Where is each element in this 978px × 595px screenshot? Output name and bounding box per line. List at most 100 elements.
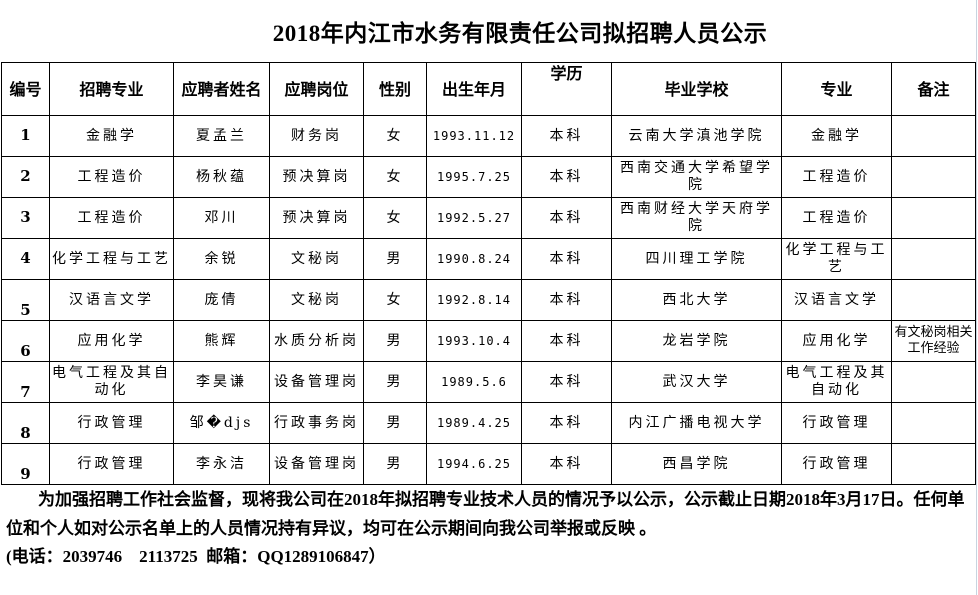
header-school: 毕业学校 — [611, 62, 782, 116]
table-row: 9 行政管理 李永洁 设备管理岗男 1994.6.25 本科 西昌学院 行政管理 — [1, 443, 976, 485]
cell-school: 内江广播电视大学 — [611, 402, 782, 444]
contact-info: (电话：2039746 2113725 邮箱：QQ1289106847） — [6, 547, 386, 566]
cell-spec: 工程造价 — [781, 197, 892, 239]
cell-birth: 1993.11.12 — [426, 115, 522, 157]
cell-name: 李永洁 — [173, 443, 270, 485]
cell-birth: 1993.10.4 — [426, 320, 522, 362]
header-post: 应聘岗位 — [269, 62, 364, 116]
cell-no: 9 — [1, 443, 50, 485]
cell-note: 有文秘岗相关工作经验 — [891, 320, 976, 362]
header-gender: 性别 — [363, 62, 427, 116]
table-header-row: 编号 招聘专业 应聘者姓名 应聘岗位 性别 出生年月 学历 毕业学校 专业 备注 — [1, 62, 976, 116]
cell-edu: 本科 — [521, 115, 612, 157]
cell-edu: 本科 — [521, 279, 612, 321]
cell-name: 庞倩 — [173, 279, 270, 321]
cell-school: 武汉大学 — [611, 361, 782, 403]
cell-note — [891, 115, 976, 157]
window-edge — [976, 0, 977, 595]
header-name: 应聘者姓名 — [173, 62, 270, 116]
cell-name: 余锐 — [173, 238, 270, 280]
notice-footer: 为加强招聘工作社会监督，现将我公司在2018年拟招聘专业技术人员的情况予以公示，… — [6, 486, 974, 572]
cell-school: 西南财经大学天府学院 — [611, 197, 782, 239]
cell-major: 行政管理 — [49, 443, 174, 485]
cell-major: 汉语言文学 — [49, 279, 174, 321]
cell-name: 夏孟兰 — [173, 115, 270, 157]
cell-birth: 1992.8.14 — [426, 279, 522, 321]
table-body: 1 金融学 夏孟兰 财务岗女 1993.11.12 本科 云南大学滇池学院 金融学 2 工程造价杨… — [1, 115, 976, 485]
cell-post: 设备管理岗 — [269, 361, 364, 403]
cell-note — [891, 443, 976, 485]
cell-school: 西南交通大学希望学院 — [611, 156, 782, 198]
cell-name: 杨秋蕴 — [173, 156, 270, 198]
candidates-table: 编号 招聘专业 应聘者姓名 应聘岗位 性别 出生年月 学历 毕业学校 专业 备注… — [1, 62, 976, 485]
cell-birth: 1994.6.25 — [426, 443, 522, 485]
cell-spec: 工程造价 — [781, 156, 892, 198]
cell-gender: 男 — [363, 402, 427, 444]
cell-major: 工程造价 — [49, 197, 174, 239]
cell-no: 4 — [1, 238, 50, 280]
cell-no: 8 — [1, 402, 50, 444]
cell-birth: 1995.7.25 — [426, 156, 522, 198]
header-education: 学历 — [521, 62, 612, 116]
cell-edu: 本科 — [521, 238, 612, 280]
notice-paragraph: 为加强招聘工作社会监督，现将我公司在2018年拟招聘专业技术人员的情况予以公示，… — [6, 490, 965, 538]
header-birth: 出生年月 — [426, 62, 522, 116]
header-specialty: 专业 — [781, 62, 892, 116]
cell-post: 水质分析岗 — [269, 320, 364, 362]
page-title: 2018年内江市水务有限责任公司拟招聘人员公示 — [272, 21, 768, 46]
cell-spec: 行政管理 — [781, 443, 892, 485]
table-row: 8 行政管理 邹�djs 行政事务岗男 1989.4.25 本科 内江广播电视大学 行政管理 — [1, 402, 976, 444]
cell-school: 西昌学院 — [611, 443, 782, 485]
cell-spec: 化学工程与工艺 — [781, 238, 892, 280]
cell-post: 行政事务岗 — [269, 402, 364, 444]
cell-edu: 本科 — [521, 361, 612, 403]
cell-gender: 女 — [363, 115, 427, 157]
table-row: 2 工程造价 杨秋蕴 预决算岗女 1995.7.25 本科 西南交通大学希望学院 工程造价 — [1, 156, 976, 198]
cell-major: 化学工程与工艺 — [49, 238, 174, 280]
cell-gender: 男 — [363, 361, 427, 403]
cell-no: 6 — [1, 320, 50, 362]
cell-major: 行政管理 — [49, 402, 174, 444]
cell-note — [891, 361, 976, 403]
cell-post: 预决算岗 — [269, 197, 364, 239]
table-row: 7 电气工程及其自动化 李昊谦 设备管理岗男 1989.5.6 本科 武汉大学 电气工程及其自… — [1, 361, 976, 403]
cell-post: 设备管理岗 — [269, 443, 364, 485]
cell-edu: 本科 — [521, 402, 612, 444]
header-no: 编号 — [1, 62, 50, 116]
cell-major: 电气工程及其自动化 — [49, 361, 174, 403]
cell-gender: 女 — [363, 279, 427, 321]
cell-gender: 女 — [363, 156, 427, 198]
table-row: 5 汉语言文学 庞倩 文秘岗女 1992.8.14 本科 西北大学 汉语言文学 — [1, 279, 976, 321]
cell-note — [891, 279, 976, 321]
cell-no: 3 — [1, 197, 50, 239]
cell-school: 四川理工学院 — [611, 238, 782, 280]
cell-name: 熊辉 — [173, 320, 270, 362]
cell-edu: 本科 — [521, 156, 612, 198]
cell-gender: 男 — [363, 443, 427, 485]
cell-note — [891, 197, 976, 239]
cell-birth: 1992.5.27 — [426, 197, 522, 239]
cell-note — [891, 238, 976, 280]
table-row: 6 应用化学 熊辉 水质分析岗男 1993.10.4 本科 龙岩学院 应用化学 有文秘岗相关工作… — [1, 320, 976, 362]
cell-school: 云南大学滇池学院 — [611, 115, 782, 157]
cell-major: 金融学 — [49, 115, 174, 157]
cell-no: 7 — [1, 361, 50, 403]
table-row: 4 化学工程与工艺 余锐 文秘岗男 1990.8.24 本科 四川理工学院 化学工程与工艺 — [1, 238, 976, 280]
table-row: 3 工程造价 邓川 预决算岗女 1992.5.27 本科 西南财经大学天府学院 工程造价 — [1, 197, 976, 239]
cell-spec: 金融学 — [781, 115, 892, 157]
cell-school: 西北大学 — [611, 279, 782, 321]
cell-note — [891, 156, 976, 198]
cell-no: 2 — [1, 156, 50, 198]
cell-spec: 汉语言文学 — [781, 279, 892, 321]
header-major: 招聘专业 — [49, 62, 174, 116]
cell-gender: 男 — [363, 320, 427, 362]
cell-post: 财务岗 — [269, 115, 364, 157]
cell-spec: 应用化学 — [781, 320, 892, 362]
cell-birth: 1990.8.24 — [426, 238, 522, 280]
cell-no: 1 — [1, 115, 50, 157]
cell-no: 5 — [1, 279, 50, 321]
cell-birth: 1989.4.25 — [426, 402, 522, 444]
cell-post: 文秘岗 — [269, 238, 364, 280]
cell-edu: 本科 — [521, 320, 612, 362]
cell-gender: 男 — [363, 238, 427, 280]
